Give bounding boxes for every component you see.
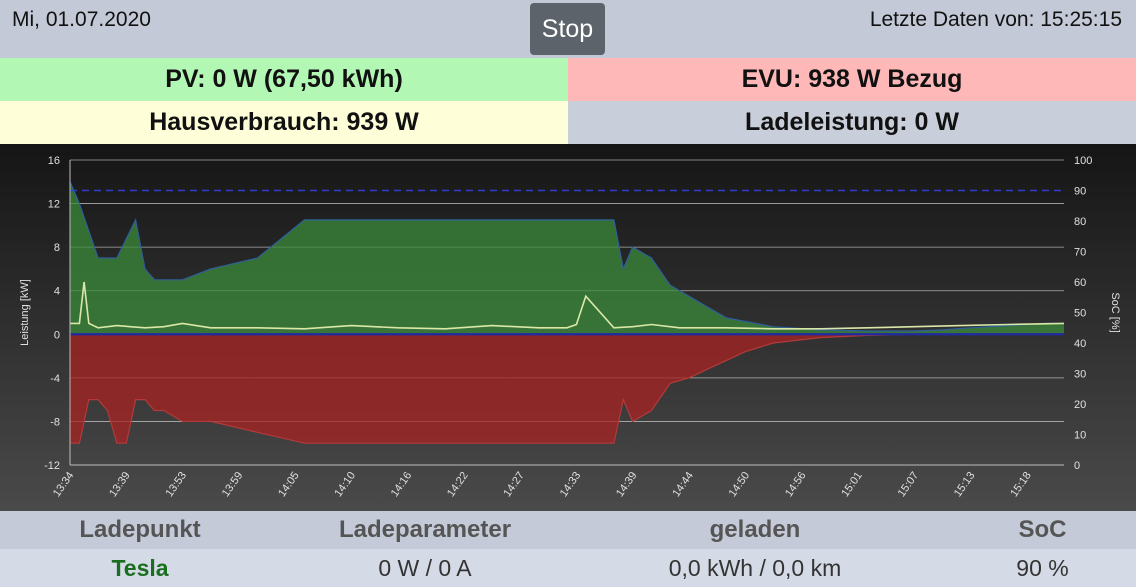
soc-value: 90 %	[1016, 555, 1069, 581]
evu-tile: EVU: 938 W Bezug	[568, 58, 1136, 101]
y2-tick-label: 20	[1074, 399, 1086, 411]
header-geladen: geladen	[709, 516, 801, 543]
y2-tick-label: 10	[1074, 430, 1086, 442]
y2-tick-label: 40	[1074, 338, 1086, 350]
charged-amount: 0,0 kWh / 0,0 km	[668, 555, 842, 581]
pv-tile: PV: 0 W (67,50 kWh)	[0, 58, 568, 101]
y2-tick-label: 80	[1074, 216, 1086, 228]
table-row[interactable]: Tesla 0 W / 0 A 0,0 kWh / 0,0 km 90 %	[0, 549, 1136, 587]
y2-tick-label: 50	[1074, 308, 1086, 320]
charge-point-name[interactable]: Tesla	[111, 555, 169, 581]
y-tick-label: -4	[50, 373, 60, 385]
header-ladepunkt: Ladepunkt	[79, 516, 201, 543]
y-tick-label: 16	[48, 155, 60, 167]
y-tick-label: 0	[54, 329, 60, 341]
y-tick-label: 8	[54, 242, 60, 254]
y2-tick-label: 30	[1074, 369, 1086, 381]
y-tick-label: 4	[54, 286, 60, 298]
series-line	[69, 181, 1064, 332]
y-tick-label: -12	[44, 460, 60, 472]
y2-tick-label: 60	[1074, 277, 1086, 289]
last-data-label: Letzte Daten von: 15:25:15	[869, 8, 1122, 31]
top-bar: Mi, 01.07.2020 Stop Letzte Daten von: 15…	[0, 0, 1136, 58]
stop-button[interactable]: Stop	[530, 3, 605, 55]
power-chart: -12 -8 -4 0 4 8 12 16 0 10 20 30 40 50 60 70 80 90 100 Leis…	[0, 144, 1136, 511]
date-label: Mi, 01.07.2020	[12, 8, 151, 31]
series-line	[70, 333, 1064, 444]
y-tick-label: 12	[48, 199, 60, 211]
header-ladeparameter: Ladeparameter	[338, 516, 512, 543]
y-tick-label: -8	[50, 416, 60, 428]
series-line	[70, 281, 1065, 330]
charge-point-table-header: Ladepunkt Ladeparameter geladen SoC	[0, 511, 1136, 549]
series-area	[70, 334, 1064, 444]
y2-tick-label: 70	[1074, 247, 1086, 259]
y2-tick-label: 90	[1074, 186, 1086, 198]
house-consumption-tile: Hausverbrauch: 939 W	[0, 101, 568, 144]
charging-power-tile: Ladeleistung: 0 W	[568, 101, 1136, 144]
charge-parameter: 0 W / 0 A	[378, 555, 472, 581]
y2-tick-label: 100	[1074, 155, 1092, 167]
header-soc: SoC	[1018, 516, 1067, 543]
y2-axis-title: SoC [%]	[1109, 292, 1121, 332]
y2-tick-label: 0	[1074, 460, 1080, 472]
y-axis-title: Leistung [kW]	[19, 279, 31, 346]
